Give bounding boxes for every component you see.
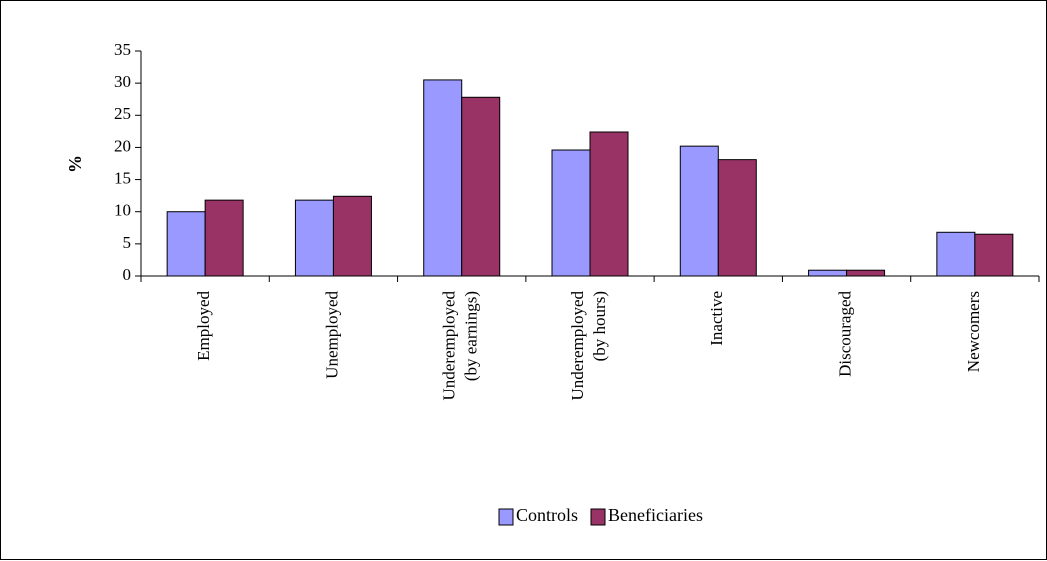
- bar-beneficiaries: [461, 96, 501, 277]
- x-tick-label: Underemployed: [568, 291, 587, 401]
- x-tick-label: (by earnings): [462, 291, 481, 381]
- bar-controls: [294, 199, 334, 277]
- y-tick-label: 30: [114, 72, 131, 91]
- y-tick-label: 20: [114, 136, 131, 155]
- x-tick-label: (by hours): [590, 291, 609, 361]
- y-tick-label: 35: [114, 40, 131, 59]
- y-axis: 0 5 10 15 20 25 30 35: [114, 40, 142, 284]
- legend: Controls Beneficiaries: [498, 505, 703, 526]
- legend-swatch: [498, 508, 514, 526]
- x-tick-label: Underemployed: [440, 291, 459, 401]
- y-tick-label: 5: [123, 233, 132, 252]
- y-tick-label: 15: [114, 168, 131, 187]
- x-tick-label: Discouraged: [835, 291, 854, 377]
- x-tick-label: Newcomers: [964, 291, 983, 372]
- x-tick-label: Employed: [194, 291, 213, 361]
- bar-beneficiaries: [846, 269, 886, 277]
- legend-swatch: [590, 508, 606, 526]
- bar-controls: [936, 231, 976, 277]
- y-tick-label: 10: [114, 201, 131, 220]
- bar-beneficiaries: [717, 159, 757, 277]
- bar-controls: [551, 149, 591, 277]
- category-labels: Employed Unemployed Underemployed (by earni…: [194, 291, 983, 401]
- bar-beneficiaries: [974, 233, 1014, 277]
- legend-label: Beneficiaries: [608, 505, 703, 525]
- bar-beneficiaries: [589, 131, 629, 277]
- legend-label: Controls: [516, 505, 578, 525]
- bar-beneficiaries: [332, 195, 372, 277]
- x-tick-label: Inactive: [707, 291, 726, 346]
- bar-controls: [423, 79, 463, 277]
- bar-controls: [166, 211, 206, 277]
- y-axis-label: %: [65, 155, 85, 173]
- bar-beneficiaries: [204, 199, 244, 277]
- bar-controls: [679, 145, 719, 277]
- y-tick-label: 25: [114, 104, 131, 123]
- y-tick-label: 0: [123, 265, 132, 284]
- x-tick-label: Unemployed: [322, 291, 341, 379]
- bars: [166, 79, 1014, 277]
- x-axis: [140, 275, 1040, 282]
- bar-controls: [808, 269, 848, 277]
